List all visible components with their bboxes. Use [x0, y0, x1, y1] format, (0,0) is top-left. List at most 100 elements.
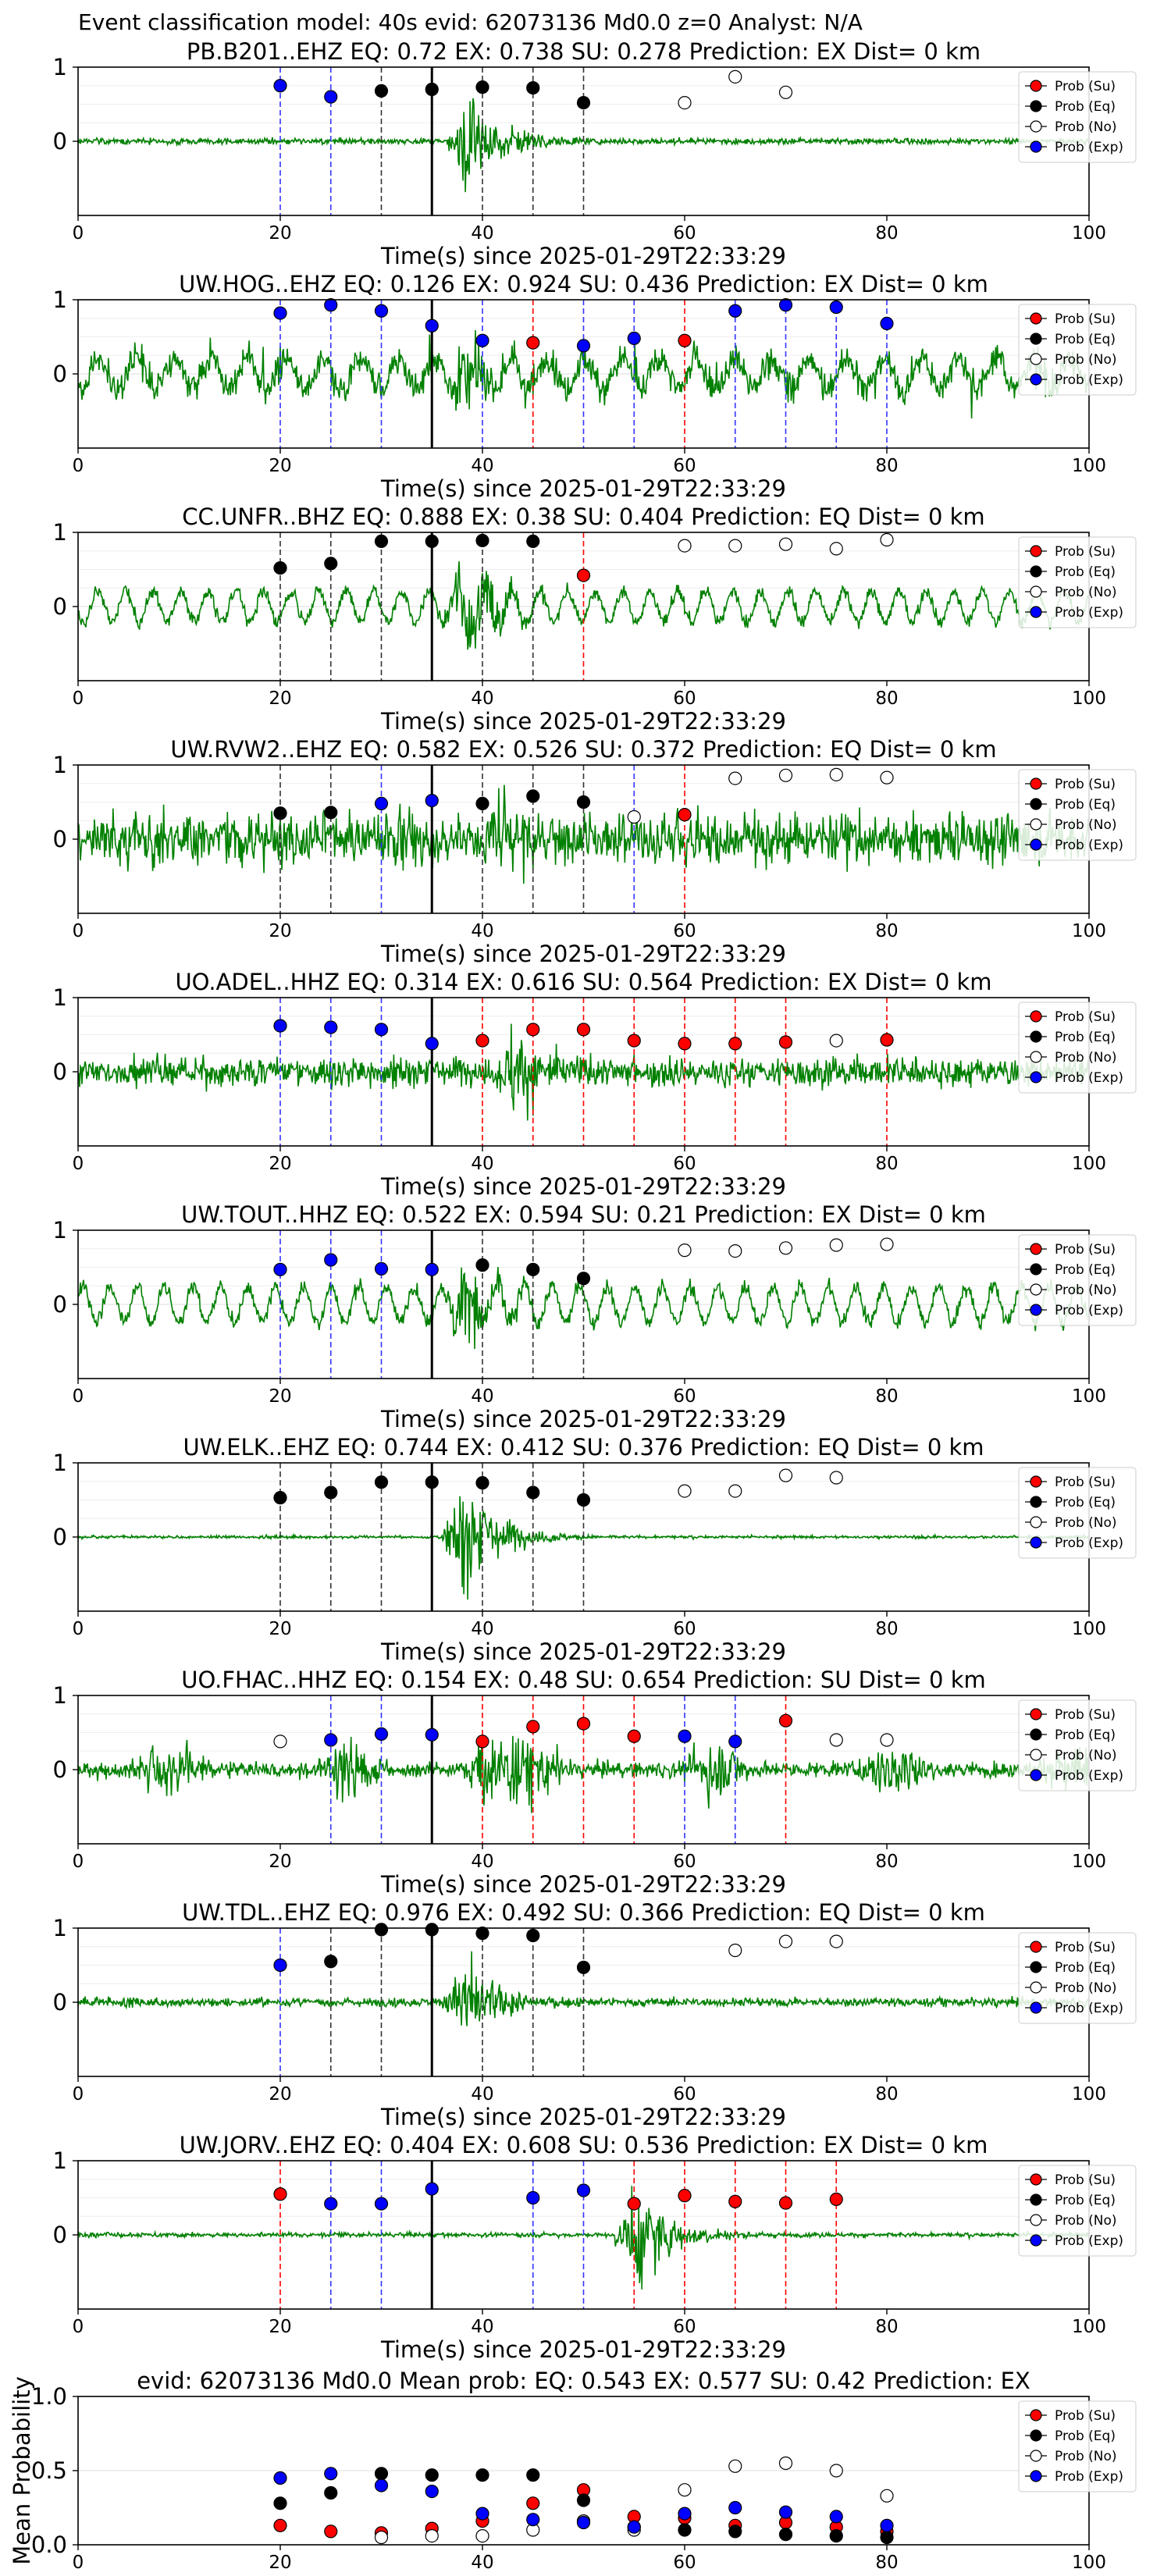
x-tick-label: 80 — [875, 688, 898, 709]
prob-point-no — [829, 767, 843, 781]
prob-point-su — [829, 2192, 843, 2206]
prob-point-exp — [880, 316, 894, 330]
prob-point-no — [728, 69, 742, 84]
legend: Prob (Su) Prob (Eq) Prob (No) Prob (Exp) — [1018, 536, 1137, 628]
legend-marker — [1030, 1243, 1042, 1255]
prob-point-eq — [425, 1923, 439, 1937]
x-tick-label: 40 — [471, 921, 493, 941]
legend-label: Prob (Eq) — [1055, 1727, 1116, 1743]
x-tick-label: 80 — [875, 1386, 898, 1407]
chart-panel-11: evid: 62073136 Md0.0 Mean prob: EQ: 0.54… — [9, 2368, 1137, 2573]
prob-point-exp — [526, 2190, 540, 2205]
legend-box — [1018, 1002, 1137, 1094]
legend-marker — [1030, 120, 1042, 133]
legend-label: Prob (Eq) — [1055, 1030, 1116, 1045]
panel-title: UW.TDL..EHZ EQ: 0.976 EX: 0.492 SU: 0.36… — [182, 1899, 985, 1926]
x-tick-label: 60 — [673, 1154, 696, 1174]
legend-marker — [1030, 1708, 1042, 1720]
mean-point-no — [475, 2529, 489, 2543]
legend-label: Prob (Exp) — [1055, 2001, 1123, 2016]
x-tick-label: 100 — [1072, 1386, 1106, 1407]
prob-point-eq — [324, 557, 338, 571]
legend: Prob (Su) Prob (Eq) Prob (No) Prob (Exp) — [1018, 1699, 1137, 1791]
prob-point-eq — [526, 1485, 540, 1500]
panel-title: UO.FHAC..HHZ EQ: 0.154 EX: 0.48 SU: 0.65… — [181, 1667, 986, 1693]
legend-marker — [1030, 777, 1042, 790]
legend-box — [1018, 2165, 1137, 2257]
prob-point-eq — [425, 534, 439, 549]
prob-point-eq — [526, 789, 540, 803]
y-tick-label: 1.0 — [31, 2383, 67, 2410]
prob-point-exp — [324, 2197, 338, 2211]
panel-title: UW.ELK..EHZ EQ: 0.744 EX: 0.412 SU: 0.37… — [183, 1434, 984, 1461]
x-tick-label: 60 — [673, 1386, 696, 1407]
legend-marker — [1030, 1961, 1042, 1973]
mean-point-eq — [526, 2468, 540, 2482]
prob-point-eq — [576, 1493, 591, 1507]
prob-point-su — [526, 1023, 540, 1037]
y-axis-label: Mean Probability — [9, 2376, 35, 2565]
mean-point-eq — [678, 2523, 692, 2537]
y-tick-label: 1 — [53, 984, 67, 1011]
legend-box — [1018, 304, 1137, 396]
prob-point-no — [728, 539, 742, 553]
x-tick-label: 0 — [73, 456, 84, 476]
prob-point-no — [778, 768, 793, 782]
x-tick-label: 0 — [73, 688, 84, 709]
legend-marker — [1030, 2450, 1042, 2462]
legend-label: Prob (Su) — [1055, 311, 1116, 327]
x-tick-label: 20 — [269, 456, 291, 476]
prob-point-su — [678, 808, 692, 822]
waveform-trace — [77, 1496, 1090, 1600]
legend-label: Prob (Eq) — [1055, 99, 1116, 115]
legend-marker — [1030, 141, 1042, 153]
chart-panel-4: UW.RVW2..EHZ EQ: 0.582 EX: 0.526 SU: 0.3… — [53, 736, 1137, 967]
prob-point-no — [273, 1735, 287, 1749]
prob-point-no — [778, 1241, 793, 1255]
legend-label: Prob (No) — [1055, 2449, 1117, 2464]
x-tick-label: 0 — [73, 1386, 84, 1407]
prob-point-exp — [374, 796, 389, 811]
legend-label: Prob (Eq) — [1055, 332, 1116, 347]
x-tick-label: 20 — [269, 1154, 291, 1174]
mean-point-no — [425, 2529, 439, 2543]
x-axis-label: Time(s) since 2025-01-29T22:33:29 — [380, 1173, 786, 1200]
prob-point-no — [678, 539, 692, 553]
legend-label: Prob (No) — [1055, 1050, 1117, 1066]
prob-point-exp — [678, 1729, 692, 1743]
prob-point-eq — [374, 534, 389, 549]
mean-point-su — [273, 2518, 287, 2532]
legend-marker — [1030, 2214, 1042, 2226]
legend-marker — [1030, 2470, 1042, 2482]
x-tick-label: 0 — [73, 921, 84, 941]
legend-marker — [1030, 798, 1042, 810]
legend-label: Prob (Exp) — [1055, 838, 1123, 853]
prob-point-exp — [324, 1253, 338, 1267]
chart-panel-8: UO.FHAC..HHZ EQ: 0.154 EX: 0.48 SU: 0.65… — [53, 1667, 1137, 1898]
prob-point-exp — [728, 1735, 742, 1749]
prob-point-no — [778, 85, 793, 99]
prob-point-su — [728, 1037, 742, 1051]
legend-box — [1018, 1467, 1137, 1559]
prob-point-no — [829, 542, 843, 556]
prob-point-no — [778, 1934, 793, 1948]
panel-title: UW.HOG..EHZ EQ: 0.126 EX: 0.924 SU: 0.43… — [179, 271, 988, 297]
prob-point-exp — [425, 2182, 439, 2196]
mean-point-eq — [778, 2528, 793, 2542]
legend-marker — [1030, 585, 1042, 598]
prob-point-exp — [273, 79, 287, 93]
x-tick-label: 100 — [1072, 456, 1106, 476]
mean-point-exp — [778, 2505, 793, 2519]
prob-point-eq — [374, 84, 389, 98]
x-tick-label: 100 — [1072, 1619, 1106, 1639]
mean-point-no — [829, 2464, 843, 2478]
x-tick-label: 60 — [673, 921, 696, 941]
legend-marker — [1030, 1496, 1042, 1508]
mean-point-exp — [475, 2507, 489, 2521]
mean-point-exp — [374, 2478, 389, 2492]
prob-point-no — [829, 1934, 843, 1948]
prob-point-eq — [526, 1928, 540, 1943]
prob-point-exp — [273, 1958, 287, 1973]
legend-marker — [1030, 1981, 1042, 1994]
legend-label: Prob (Exp) — [1055, 2233, 1123, 2249]
